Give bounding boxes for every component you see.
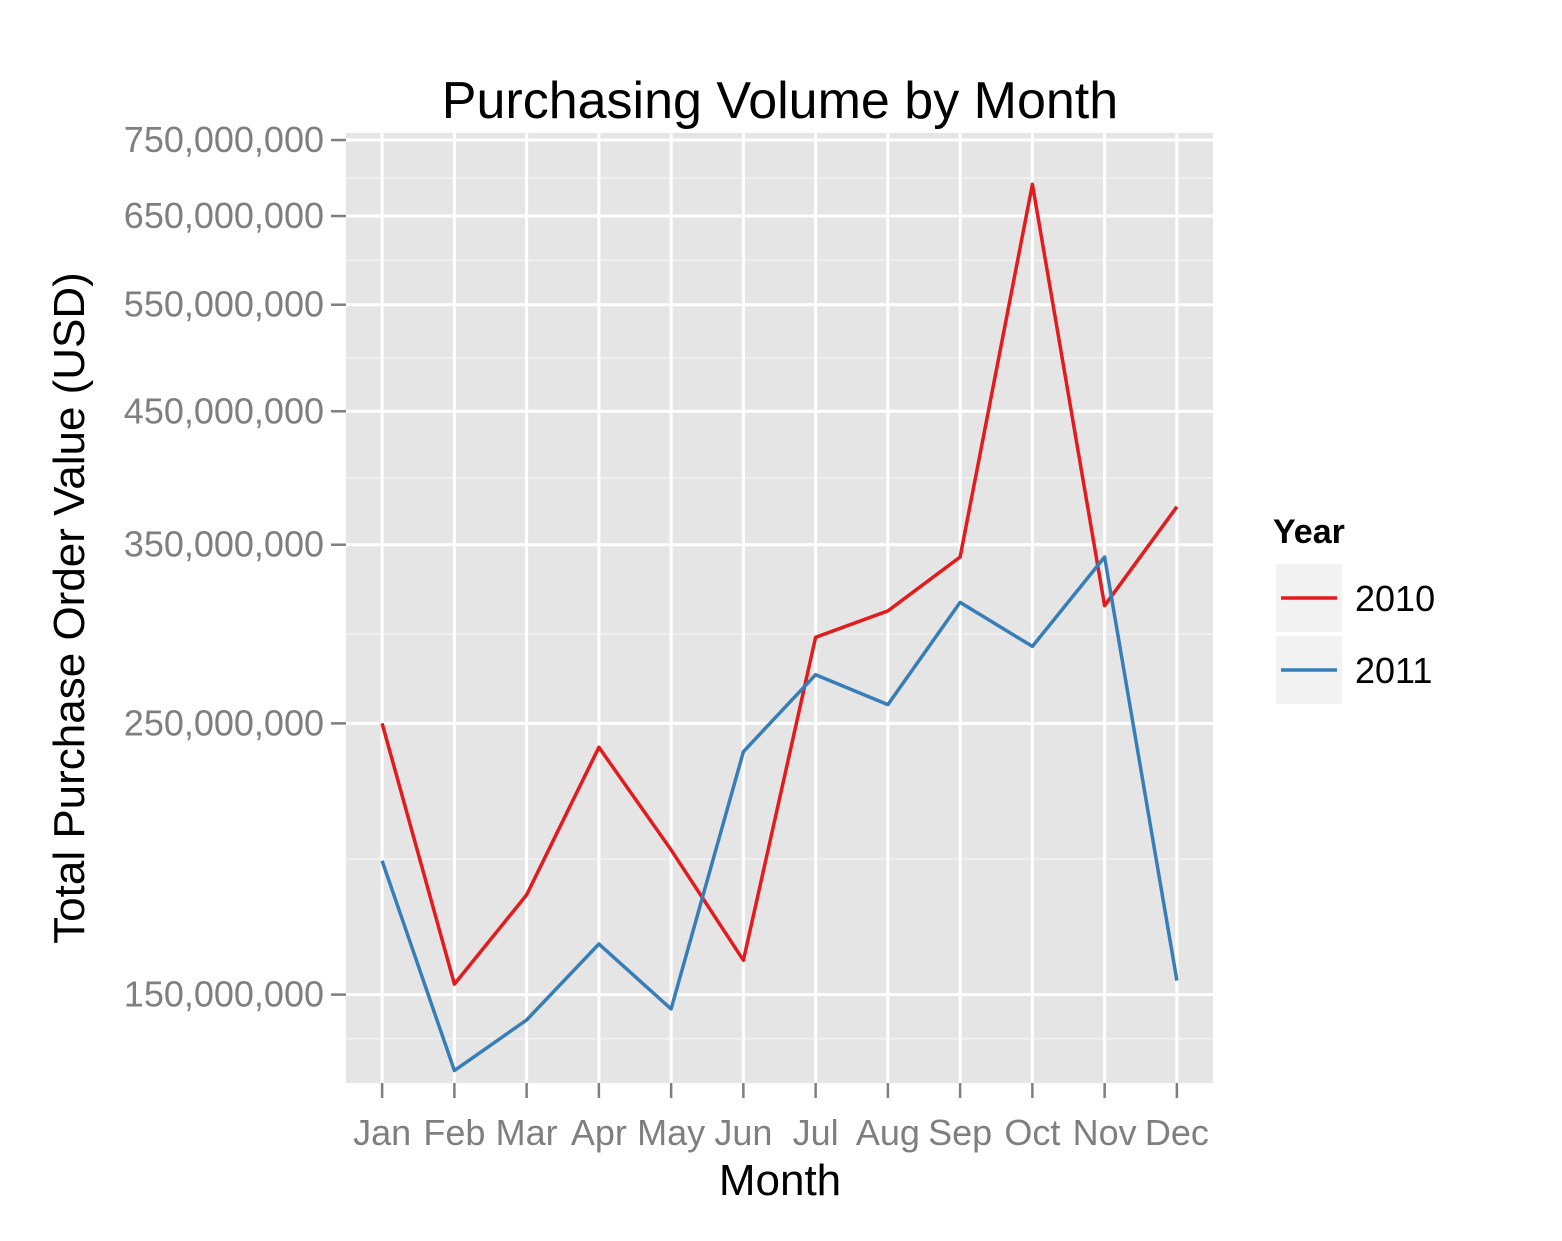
- y-tick-label: 450,000,000: [124, 390, 324, 431]
- x-tick-label: Sep: [928, 1112, 992, 1153]
- x-tick-label: Nov: [1073, 1112, 1137, 1153]
- x-tick-label: Oct: [1004, 1112, 1060, 1153]
- plot-panel: [346, 133, 1213, 1083]
- x-tick-label: Aug: [856, 1112, 920, 1153]
- y-tick-label: 250,000,000: [124, 702, 324, 743]
- series-line-2011: [380, 555, 1179, 1073]
- x-tick-label: Jan: [353, 1112, 411, 1153]
- y-tick-label: 150,000,000: [124, 974, 324, 1015]
- x-tick-label: May: [637, 1112, 705, 1153]
- minor-gridlines: [346, 177, 1213, 1040]
- x-axis: Jan Feb Mar Apr May Jun Jul Aug Sep Oct Nov Dec: [353, 1083, 1209, 1153]
- x-tick-label: Mar: [496, 1112, 558, 1153]
- y-axis-title: Total Purchase Order Value (USD): [45, 272, 94, 944]
- series-lines: [380, 182, 1179, 1073]
- y-tick-label: 550,000,000: [124, 284, 324, 325]
- x-tick-label: Feb: [423, 1112, 485, 1153]
- x-tick-label: Jul: [793, 1112, 839, 1153]
- major-gridlines: [346, 133, 1213, 1083]
- y-axis: 150,000,000 250,000,000 350,000,000 450,000…: [124, 119, 346, 1015]
- x-tick-label: Jun: [714, 1112, 772, 1153]
- y-tick-label: 350,000,000: [124, 524, 324, 565]
- legend-title: Year: [1273, 513, 1345, 551]
- x-tick-label: Apr: [571, 1112, 627, 1153]
- legend-label: 2010: [1355, 578, 1435, 619]
- series-line-2010: [380, 182, 1179, 986]
- legend: Year 2010 2011: [1273, 513, 1435, 706]
- y-tick-label: 650,000,000: [124, 195, 324, 236]
- x-tick-label: Dec: [1145, 1112, 1209, 1153]
- y-tick-label: 750,000,000: [124, 119, 324, 160]
- legend-label: 2011: [1355, 650, 1432, 691]
- x-axis-title: Month: [719, 1156, 841, 1205]
- chart-title: Purchasing Volume by Month: [442, 72, 1118, 130]
